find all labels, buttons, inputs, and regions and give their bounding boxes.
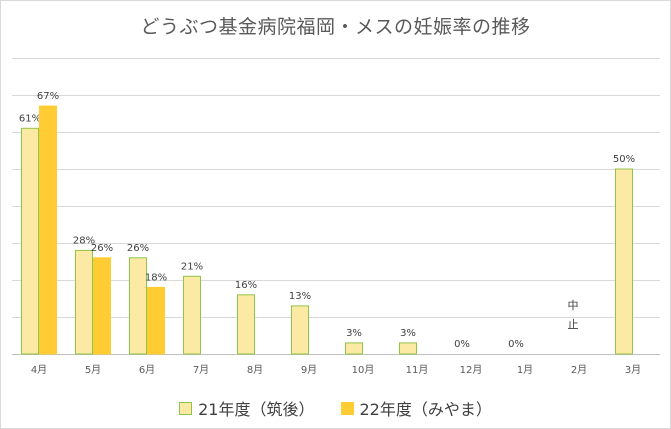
x-tick-label: 4月	[31, 364, 47, 376]
data-label-series-2: 26%	[91, 243, 113, 254]
data-label-series-1: 21%	[181, 261, 203, 272]
bar-series-1	[345, 342, 363, 355]
bar-series-1	[237, 294, 255, 355]
x-tick-label: 11月	[406, 364, 429, 376]
data-label-series-1: 50%	[613, 154, 635, 165]
data-label-series-1: 3%	[400, 328, 416, 339]
x-tick-label: 12月	[460, 364, 483, 376]
legend-item-series-1: 21年度（筑後）	[179, 396, 315, 420]
bar-series-2	[39, 105, 57, 355]
x-tick-label: 6月	[139, 364, 155, 376]
legend-label-series-1: 21年度（筑後）	[198, 400, 315, 419]
legend-label-series-2: 22年度（みやま）	[359, 400, 492, 419]
data-label-series-2: 18%	[145, 272, 167, 283]
data-label-series-1: 28%	[73, 235, 95, 246]
legend-swatch-series-2	[340, 401, 354, 415]
data-label-series-1: 16%	[235, 280, 257, 291]
bar-series-1	[183, 275, 201, 355]
bar-series-2	[147, 286, 165, 355]
bar-series-1	[291, 305, 309, 355]
bar-series-1	[399, 342, 417, 355]
data-label-series-1: 0%	[508, 339, 524, 350]
bar-series-1	[75, 249, 93, 355]
chart-legend: 21年度（筑後） 22年度（みやま）	[0, 396, 671, 420]
annotation-text: 中	[568, 299, 579, 312]
data-label-series-1: 3%	[346, 328, 362, 339]
data-label-series-1: 61%	[19, 113, 41, 124]
chart-title: どうぶつ基金病院福岡・メスの妊娠率の推移	[140, 16, 531, 38]
data-label-series-1: 0%	[454, 339, 470, 350]
x-tick-label: 7月	[193, 364, 209, 376]
legend-item-series-2: 22年度（みやま）	[340, 396, 492, 420]
x-tick-label: 2月	[571, 364, 587, 376]
bar-series-1	[129, 257, 147, 355]
x-tick-label: 5月	[85, 364, 101, 376]
x-tick-label: 9月	[301, 364, 317, 376]
annotation-text: 止	[568, 318, 579, 331]
x-tick-label: 3月	[625, 364, 641, 376]
x-tick-label: 1月	[517, 364, 533, 376]
data-label-series-1: 13%	[289, 291, 311, 302]
data-label-series-1: 26%	[127, 243, 149, 254]
x-tick-label: 8月	[247, 364, 263, 376]
data-label-series-2: 67%	[37, 91, 59, 102]
bar-series-1	[615, 168, 633, 355]
bar-series-2	[93, 257, 111, 355]
x-tick-label: 10月	[352, 364, 375, 376]
legend-swatch-series-1	[179, 401, 193, 415]
bar-series-1	[21, 127, 39, 355]
